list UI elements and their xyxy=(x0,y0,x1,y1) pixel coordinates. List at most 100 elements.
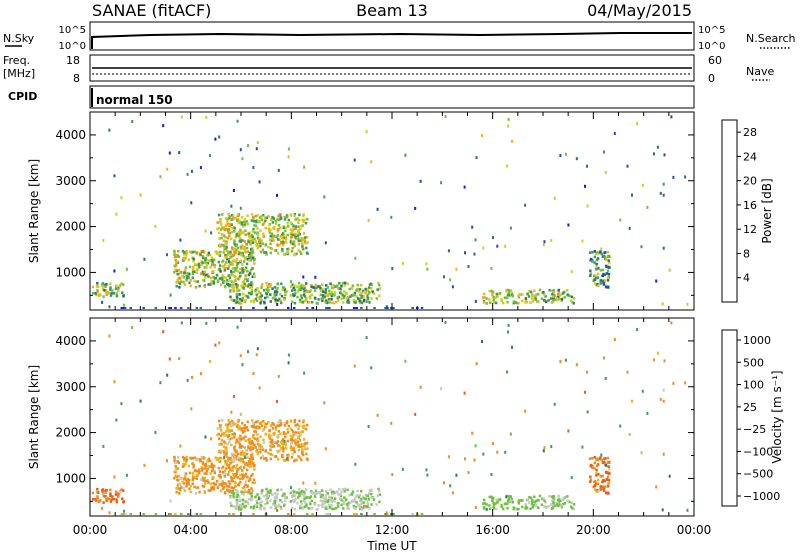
echo-cell xyxy=(279,226,282,230)
echo-cell xyxy=(661,508,664,512)
echo-cell xyxy=(260,500,263,504)
echo-cell xyxy=(261,242,264,245)
echo-cell xyxy=(256,425,259,428)
echo-cell xyxy=(221,482,225,485)
nsky-tick-top: 10^5 xyxy=(59,25,86,36)
echo-cell xyxy=(243,279,246,283)
echo-cell xyxy=(273,226,276,230)
echo-cell xyxy=(230,443,233,447)
echo-cell xyxy=(233,227,236,230)
echo-cell xyxy=(298,239,301,243)
echo-cell xyxy=(569,299,573,303)
echo-cell xyxy=(306,458,309,461)
echo-cell xyxy=(278,243,281,247)
echo-cell xyxy=(289,491,293,495)
echo-cell xyxy=(243,282,246,286)
echo-cell xyxy=(599,485,603,488)
echo-cell xyxy=(200,455,203,459)
nsky-label: N.Sky xyxy=(3,32,35,45)
echo-cell xyxy=(281,445,285,448)
y-tick-label: 4000 xyxy=(55,128,86,142)
echo-cell xyxy=(243,218,247,221)
echo-cell xyxy=(602,254,606,258)
echo-cell xyxy=(455,267,458,271)
echo-cell xyxy=(258,297,261,300)
echo-cell xyxy=(254,219,258,223)
echo-cell xyxy=(252,372,255,375)
echo-cell xyxy=(534,298,537,301)
echo-cell xyxy=(538,494,542,498)
floor-echoes xyxy=(120,513,424,515)
echo-cell xyxy=(503,502,507,505)
echo-cell xyxy=(252,505,256,508)
echo-cell xyxy=(228,234,231,238)
echo-cell xyxy=(604,485,607,488)
echo-cell xyxy=(218,470,222,473)
echo-cell xyxy=(253,262,256,265)
echo-cell xyxy=(248,462,251,466)
echo-cell xyxy=(550,507,554,510)
echo-cell xyxy=(196,267,199,271)
echo-cell xyxy=(550,503,553,506)
echo-cell xyxy=(287,307,290,309)
echo-cell xyxy=(243,429,246,433)
echo-cell xyxy=(95,293,98,297)
echo-cell xyxy=(223,485,226,489)
echo-cell xyxy=(252,307,255,309)
echo-cell xyxy=(265,292,268,295)
echo-cell xyxy=(646,205,649,209)
echo-cell xyxy=(237,230,241,234)
echo-cell xyxy=(252,434,255,437)
echo-cell xyxy=(268,283,271,286)
echo-cell xyxy=(326,492,329,495)
echo-cell xyxy=(235,464,239,467)
echo-cell xyxy=(201,261,204,264)
echo-cell xyxy=(557,494,560,498)
echo-cell xyxy=(568,500,571,504)
echo-cell xyxy=(554,504,557,508)
echo-cell xyxy=(281,494,284,497)
echo-cell xyxy=(319,293,322,297)
echo-cell xyxy=(236,423,240,427)
echo-cell xyxy=(115,418,118,422)
echo-cell xyxy=(218,473,221,477)
echo-cell xyxy=(224,276,228,280)
echo-cell xyxy=(291,439,294,442)
echo-cell xyxy=(506,494,509,498)
echo-cell xyxy=(242,493,245,496)
echo-cell xyxy=(246,269,249,273)
echo-cell xyxy=(544,295,547,298)
echo-cell xyxy=(235,454,238,458)
echo-cell xyxy=(249,236,252,239)
echo-cell xyxy=(491,498,494,501)
echo-cell xyxy=(300,224,303,228)
echo-cell xyxy=(249,292,253,296)
echo-cell xyxy=(213,264,217,267)
echo-cell xyxy=(242,230,245,234)
echo-cell xyxy=(298,298,302,302)
echo-cell xyxy=(331,292,334,296)
echo-cell xyxy=(563,502,567,505)
echo-cell xyxy=(360,497,363,501)
echo-cell xyxy=(258,220,261,223)
echo-cell xyxy=(189,284,192,288)
echo-cell xyxy=(370,366,373,370)
echo-cell xyxy=(584,390,586,394)
echo-cell xyxy=(241,239,244,242)
echo-cell xyxy=(222,226,226,229)
echo-cell xyxy=(276,230,280,233)
echo-cell xyxy=(229,462,232,465)
echo-cell xyxy=(201,467,204,470)
echo-cell xyxy=(537,300,540,303)
echo-cell xyxy=(224,217,228,220)
echo-cell xyxy=(326,286,329,289)
echo-cell xyxy=(529,290,533,294)
echo-cell xyxy=(345,297,349,300)
echo-cell xyxy=(241,469,244,472)
echo-cell xyxy=(602,460,606,464)
echo-cell xyxy=(191,476,195,480)
echo-cell xyxy=(500,505,503,509)
echo-cell xyxy=(356,503,360,506)
echo-cell xyxy=(391,513,395,515)
echo-cell xyxy=(247,291,251,295)
